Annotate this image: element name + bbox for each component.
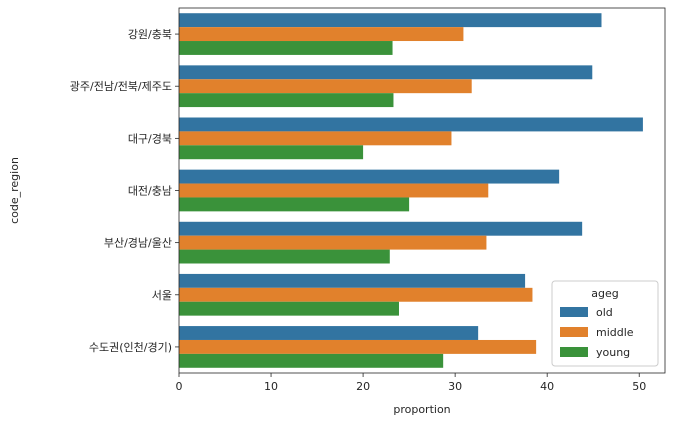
bar-young-6 <box>179 353 444 368</box>
y-axis: 강원/충북광주/전남/전북/제주도대구/경북대전/충남부산/경남/울산서울수도권… <box>70 28 179 354</box>
x-tick-label: 40 <box>540 380 554 393</box>
legend-swatch-old <box>560 307 588 317</box>
bar-middle-4 <box>179 235 487 250</box>
bar-old-1 <box>179 65 593 80</box>
bar-middle-6 <box>179 339 537 354</box>
bars-layer <box>179 13 643 368</box>
y-tick-label: 광주/전남/전북/제주도 <box>70 80 172 93</box>
x-axis: 0 10 20 30 40 50 <box>176 373 646 393</box>
bar-young-1 <box>179 93 394 108</box>
legend-box <box>551 280 659 367</box>
legend-swatch-middle <box>560 327 588 337</box>
bar-old-0 <box>179 13 602 28</box>
bar-middle-1 <box>179 79 472 94</box>
legend-entry-young: young <box>596 346 630 359</box>
bar-middle-0 <box>179 27 464 42</box>
bar-old-3 <box>179 169 560 184</box>
x-tick-label: 10 <box>264 380 278 393</box>
bar-young-2 <box>179 145 364 160</box>
bar-young-0 <box>179 41 393 55</box>
x-tick-label: 0 <box>176 380 183 393</box>
x-axis-label: proportion <box>393 403 450 416</box>
y-tick-label: 서울 <box>152 289 172 302</box>
bar-middle-5 <box>179 287 533 302</box>
bar-young-5 <box>179 301 399 316</box>
x-tick-label: 20 <box>356 380 370 393</box>
x-tick-label: 50 <box>632 380 646 393</box>
y-tick-label: 부산/경남/울산 <box>104 237 172 250</box>
bar-old-2 <box>179 117 643 132</box>
legend-entry-middle: middle <box>596 326 634 339</box>
y-tick-label: 대전/충남 <box>128 185 172 198</box>
bar-young-3 <box>179 197 410 212</box>
legend: ageg old middle young <box>551 280 659 367</box>
bar-middle-3 <box>179 183 489 198</box>
bar-old-4 <box>179 221 583 236</box>
legend-swatch-young <box>560 347 588 357</box>
legend-title: ageg <box>591 287 618 300</box>
bar-young-4 <box>179 249 390 264</box>
y-tick-label: 수도권(인천/경기) <box>89 340 172 354</box>
plot-frame <box>178 7 666 374</box>
legend-entry-old: old <box>596 306 613 319</box>
y-axis-label: code_region <box>8 157 21 224</box>
bar-old-6 <box>179 326 479 340</box>
bar-middle-2 <box>179 131 452 146</box>
bar-old-5 <box>179 273 526 288</box>
y-tick-label: 강원/충북 <box>128 28 172 41</box>
y-tick-label: 대구/경북 <box>128 132 172 145</box>
x-tick-label: 30 <box>448 380 462 393</box>
